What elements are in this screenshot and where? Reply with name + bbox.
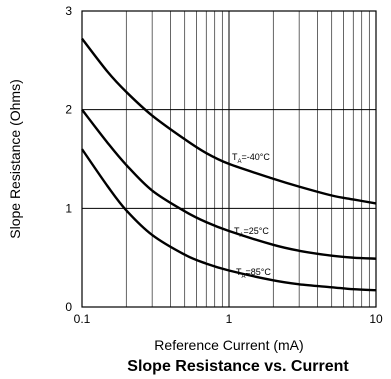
x-tick-label: 0.1 <box>74 312 91 326</box>
x-tick-label: 10 <box>369 312 383 326</box>
x-axis-title: Reference Current (mA) <box>154 337 303 353</box>
curve-label-main: T <box>234 226 240 236</box>
curve-label-rest: =85°C <box>246 267 272 277</box>
grid <box>82 11 376 307</box>
curve-label: TA=-40°C <box>232 152 270 165</box>
curve-label-rest: =-40°C <box>242 152 271 162</box>
tick-labels: 0.1 1 10 0 1 2 3 <box>65 4 383 326</box>
curve-label-main: T <box>236 267 242 277</box>
y-axis-title: Slope Resistance (Ohms) <box>7 79 23 239</box>
curve-label-sub: A <box>240 233 244 239</box>
chart-title: Slope Resistance vs. Current <box>127 358 349 375</box>
curves <box>81 37 377 292</box>
curve-labels: TA=-40°CTA=25°CTA=85°C <box>232 152 271 280</box>
y-tick-label: 0 <box>65 300 72 314</box>
y-tick-label: 3 <box>65 4 72 18</box>
curve-label: TA=85°C <box>236 267 271 280</box>
curve-label: TA=25°C <box>234 226 269 239</box>
y-tick-label: 1 <box>65 201 72 215</box>
plot-frame <box>81 10 377 308</box>
x-tick-label: 1 <box>226 312 233 326</box>
series-line-2 <box>81 148 377 292</box>
series-line-1 <box>81 108 377 260</box>
curve-label-sub: A <box>238 159 242 165</box>
curve-label-sub: A <box>242 274 246 280</box>
series-line-0 <box>81 37 377 205</box>
y-tick-label: 2 <box>65 103 72 117</box>
curve-label-rest: =25°C <box>244 226 270 236</box>
curve-label-main: T <box>232 152 238 162</box>
